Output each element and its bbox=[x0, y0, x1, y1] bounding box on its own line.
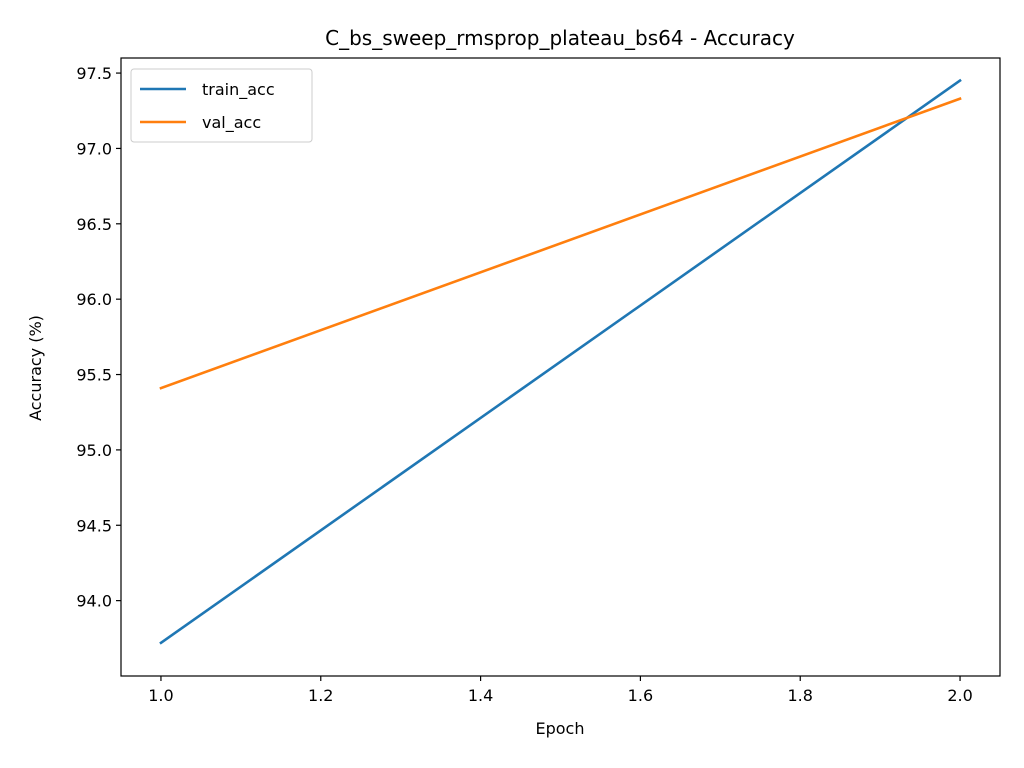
series-line-val_acc bbox=[159, 97, 962, 390]
y-axis-label: Accuracy (%) bbox=[26, 315, 45, 421]
x-axis-label: Epoch bbox=[536, 719, 585, 738]
y-tick-label: 97.5 bbox=[76, 64, 112, 83]
x-tick-label: 1.4 bbox=[468, 686, 493, 705]
y-tick-label: 94.5 bbox=[76, 516, 112, 535]
axes-frame bbox=[120, 57, 1001, 677]
y-tick-label: 97.0 bbox=[76, 139, 112, 158]
y-tick-label: 96.0 bbox=[76, 290, 112, 309]
x-tick-label: 1.0 bbox=[148, 686, 173, 705]
y-tick-label: 94.0 bbox=[76, 592, 112, 611]
x-tick-label: 1.8 bbox=[788, 686, 813, 705]
x-tick-label: 1.2 bbox=[308, 686, 333, 705]
y-tick-label: 95.5 bbox=[76, 366, 112, 385]
x-tick-label: 2.0 bbox=[947, 686, 972, 705]
x-tick-label: 1.6 bbox=[628, 686, 653, 705]
chart-title: C_bs_sweep_rmsprop_plateau_bs64 - Accura… bbox=[325, 26, 795, 50]
y-tick-label: 95.0 bbox=[76, 441, 112, 460]
plot-area: 1.0 1.2 1.4 1.6 1.8 2.0 94.0 94.5 95.0 95.5 96.0 96… bbox=[76, 57, 1001, 705]
legend-label-val_acc: val_acc bbox=[202, 113, 261, 133]
y-tick-label: 96.5 bbox=[76, 215, 112, 234]
legend-box bbox=[130, 68, 313, 143]
legend-label-train_acc: train_acc bbox=[202, 80, 275, 100]
series-line-train_acc bbox=[159, 78, 962, 645]
